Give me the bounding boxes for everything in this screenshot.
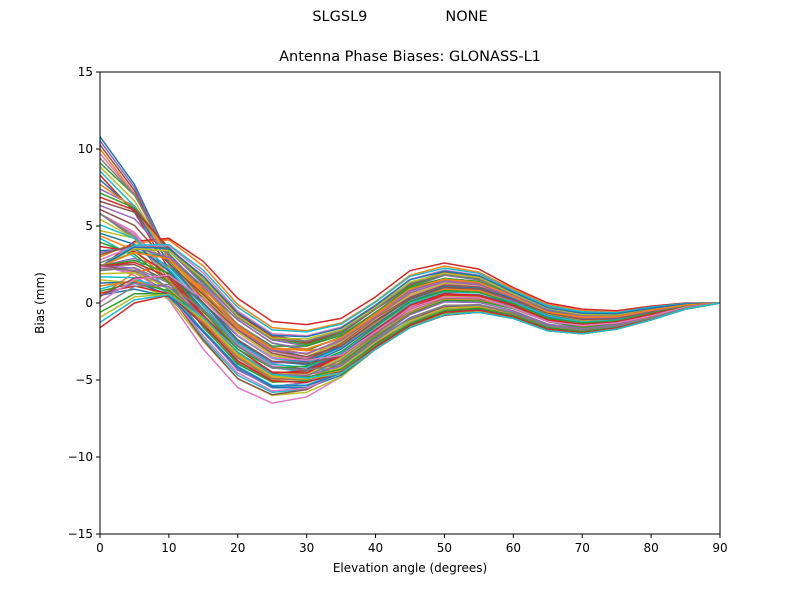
y-tick-label: 15 xyxy=(78,65,93,79)
series-line xyxy=(99,243,721,333)
y-tick-label: −15 xyxy=(68,527,93,541)
x-tick-label: 80 xyxy=(643,541,658,555)
series-line xyxy=(99,241,721,383)
series-line xyxy=(99,283,721,371)
x-tick-label: 30 xyxy=(299,541,314,555)
x-tick-label: 0 xyxy=(96,541,104,555)
x-tick-label: 60 xyxy=(506,541,521,555)
x-tick-label: 20 xyxy=(230,541,245,555)
data-lines xyxy=(99,136,721,404)
x-tick-label: 10 xyxy=(161,541,176,555)
y-tick-label: 0 xyxy=(85,296,93,310)
y-tick-label: 5 xyxy=(85,219,93,233)
series-line xyxy=(99,237,720,326)
y-tick-label: 10 xyxy=(78,142,93,156)
y-axis-ticks: 15 10 5 0 −5 −10 −15 xyxy=(68,65,100,541)
x-axis-label: Elevation angle (degrees) xyxy=(332,561,488,575)
series-line xyxy=(99,274,721,362)
suptitle-left: SLGSL9 xyxy=(312,9,368,25)
x-tick-label: 50 xyxy=(437,541,452,555)
series-line xyxy=(99,224,721,369)
x-axis-ticks: 0 10 20 30 40 50 60 70 80 90 xyxy=(96,534,728,555)
suptitle-right: NONE xyxy=(445,9,488,25)
series-line xyxy=(99,285,721,384)
x-tick-label: 90 xyxy=(712,541,727,555)
series-line xyxy=(99,259,721,369)
y-tick-label: −5 xyxy=(75,373,93,387)
y-tick-label: −10 xyxy=(68,450,93,464)
figure-suptitle: SLGSL9 NONE xyxy=(0,9,800,25)
chart-title: Antenna Phase Biases: GLONASS-L1 xyxy=(279,49,541,65)
series-line xyxy=(99,246,721,338)
x-tick-label: 40 xyxy=(368,541,383,555)
series-line xyxy=(99,247,721,340)
series-line xyxy=(99,251,721,350)
series-line xyxy=(99,293,721,379)
x-tick-label: 70 xyxy=(575,541,590,555)
series-line xyxy=(99,208,721,358)
